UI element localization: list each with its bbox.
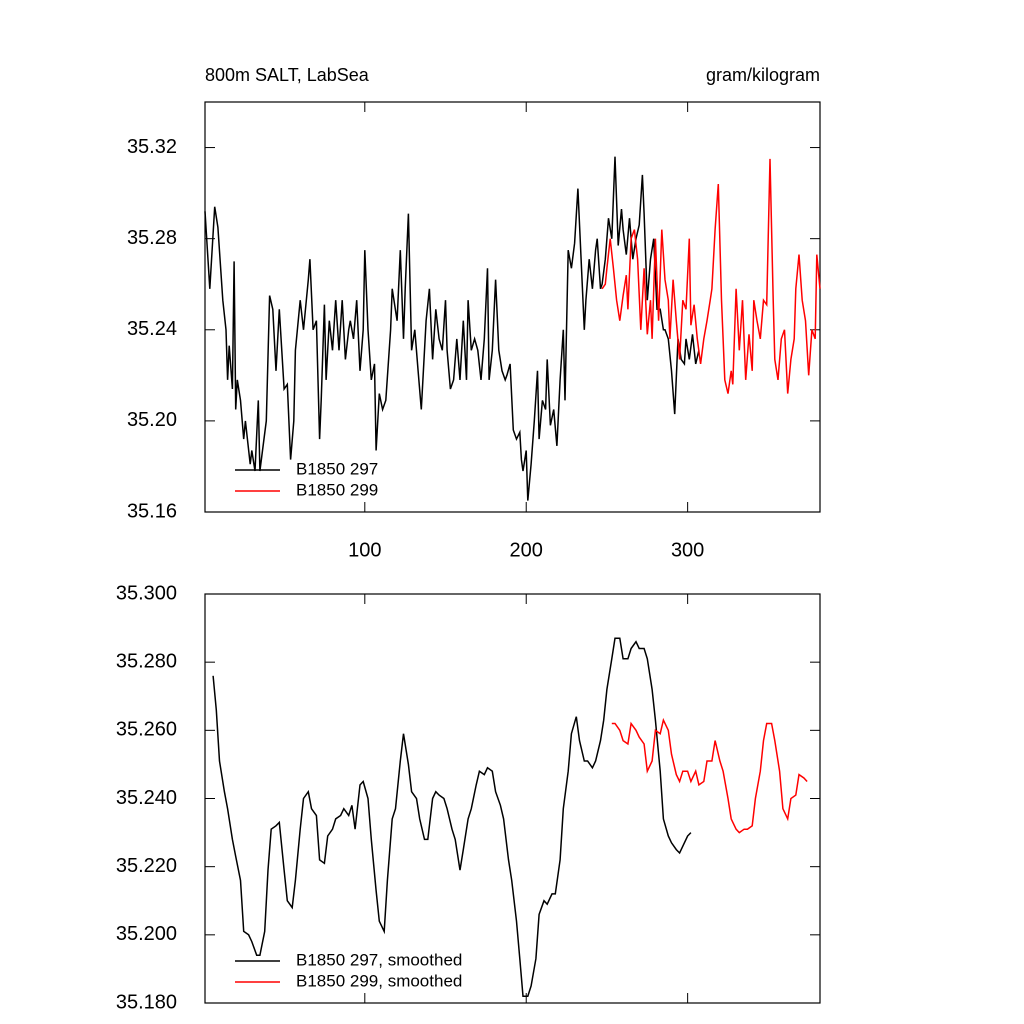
legend-label: B1850 299 (296, 480, 378, 499)
y-tick-label: 35.260 (116, 719, 177, 741)
series-line (212, 637, 692, 997)
y-tick-label: 35.32 (127, 136, 177, 158)
y-tick-label: 35.28 (127, 227, 177, 249)
legend-label: B1850 297, smoothed (296, 950, 462, 969)
y-tick-label: 35.300 (116, 582, 177, 604)
chart-title: 800m SALT, LabSea (205, 65, 370, 85)
y-tick-label: 35.180 (116, 991, 177, 1013)
y-tick-label: 35.280 (116, 650, 177, 672)
x-tick-label: 100 (348, 539, 381, 561)
y-tick-label: 35.24 (127, 318, 177, 340)
y-tick-label: 35.200 (116, 923, 177, 945)
y-tick-label: 35.220 (116, 855, 177, 877)
plot-frame (204, 101, 821, 513)
x-tick-label: 200 (510, 539, 543, 561)
x-tick-label: 300 (671, 539, 704, 561)
legend-label: B1850 299, smoothed (296, 971, 462, 990)
series-line (601, 158, 821, 394)
y-tick-label: 35.240 (116, 787, 177, 809)
legend-label: B1850 297 (296, 459, 378, 478)
series-line (611, 717, 808, 834)
y-tick-label: 35.16 (127, 500, 177, 522)
y-tick-label: 35.20 (127, 409, 177, 431)
series-line (204, 156, 700, 501)
units-label: gram/kilogram (706, 65, 820, 85)
